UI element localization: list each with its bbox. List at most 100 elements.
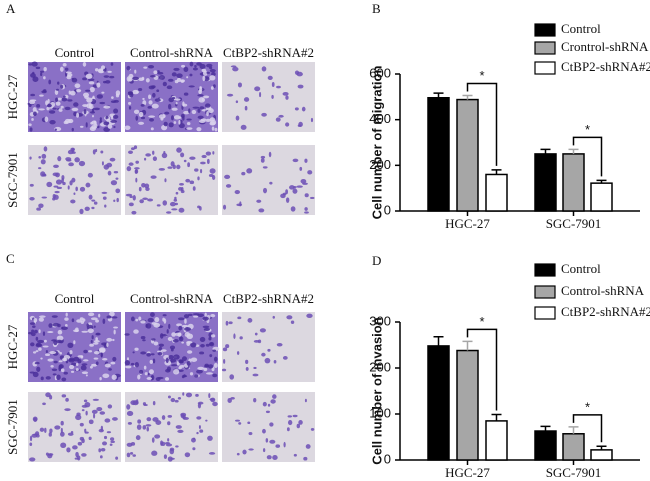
legend-swatch (534, 306, 556, 320)
cell (69, 180, 73, 186)
cell (103, 80, 107, 84)
cell (58, 360, 63, 363)
cell (166, 211, 172, 214)
cell (162, 314, 167, 317)
legend-label: Control-shRNA (561, 283, 645, 298)
cell (115, 188, 121, 194)
cell (87, 172, 93, 178)
significance-bracket (572, 414, 603, 443)
cell (49, 428, 53, 434)
cell (238, 422, 242, 425)
cell (198, 119, 206, 124)
cell (113, 108, 119, 114)
cell (30, 93, 36, 97)
cell (106, 342, 109, 348)
legend-swatch (534, 23, 556, 37)
cell (223, 359, 226, 364)
cell (268, 151, 272, 158)
significance-star: * (479, 314, 484, 329)
cell (209, 68, 216, 73)
cell (154, 434, 161, 439)
cell (110, 180, 118, 186)
cell (34, 361, 40, 365)
cell (300, 178, 307, 184)
cell (146, 377, 153, 380)
cell (199, 336, 206, 343)
cell (88, 350, 93, 353)
cell (28, 123, 32, 127)
cell (91, 409, 98, 414)
cell (178, 122, 185, 129)
cell (112, 356, 117, 362)
cell (157, 376, 164, 380)
cell (76, 319, 82, 323)
cell (194, 168, 199, 172)
cell (261, 352, 266, 357)
cell (230, 397, 235, 400)
cell (41, 196, 48, 199)
cell (173, 67, 180, 71)
cell (140, 320, 146, 324)
cell (113, 326, 118, 329)
cell (65, 71, 72, 74)
cell (153, 341, 159, 346)
cell (128, 106, 132, 110)
cell (203, 327, 210, 331)
column-label: Control-shRNA (130, 45, 214, 60)
cell (34, 329, 38, 334)
cell (180, 152, 185, 158)
cell (167, 421, 171, 426)
cell (54, 425, 61, 430)
cell (285, 95, 289, 100)
cell (280, 193, 286, 199)
cell (91, 107, 95, 113)
cell (256, 199, 262, 203)
cell (167, 395, 171, 399)
cell (107, 70, 112, 73)
cell (165, 357, 169, 364)
cell (175, 445, 179, 448)
cell (143, 403, 148, 406)
cell (38, 167, 42, 170)
cell (69, 350, 73, 355)
micrograph-bg (28, 392, 121, 462)
cell (245, 366, 249, 371)
cell (29, 156, 32, 160)
cell (93, 357, 99, 360)
cell (175, 191, 179, 195)
cell (302, 182, 308, 185)
cell (189, 180, 195, 185)
cell (192, 67, 198, 71)
cell (32, 371, 39, 378)
micrograph (125, 145, 218, 215)
cell (138, 186, 142, 192)
cell (227, 397, 232, 403)
cell (93, 107, 100, 111)
cell (99, 377, 102, 381)
cell (38, 203, 44, 209)
cell (88, 419, 94, 425)
cell (29, 322, 36, 325)
cell (67, 185, 70, 190)
cell (304, 193, 309, 198)
column-label: Control (55, 291, 95, 306)
cell (162, 81, 167, 87)
cell (73, 192, 76, 196)
cell (91, 206, 95, 210)
cell (168, 355, 174, 360)
cell (94, 123, 98, 129)
cell (103, 127, 111, 132)
cell (181, 113, 185, 119)
cell (209, 75, 216, 81)
cell (128, 150, 134, 154)
cell (88, 102, 92, 109)
cell (200, 344, 205, 348)
cell (165, 443, 173, 447)
cell (178, 359, 184, 364)
cell (206, 158, 210, 165)
cell (68, 162, 74, 167)
cell (92, 398, 100, 401)
cell (197, 205, 201, 209)
cell (174, 79, 179, 84)
cell (180, 413, 185, 419)
